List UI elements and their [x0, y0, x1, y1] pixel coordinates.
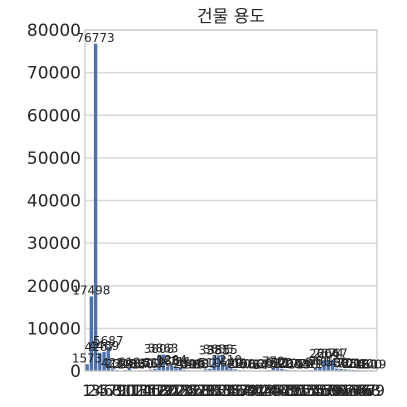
y-tick-label: 50000 — [27, 149, 81, 169]
y-tick-label: 60000 — [27, 106, 81, 126]
bar — [85, 364, 88, 371]
data-label: 17498 — [72, 283, 110, 297]
chart-title: 건물 용도 — [197, 7, 265, 27]
x-axis-ticks: 1234567891011121314151617181920212223242… — [82, 381, 385, 400]
y-tick-label: 70000 — [27, 64, 81, 84]
data-label: 119 — [363, 357, 386, 371]
y-tick-label: 30000 — [27, 234, 81, 254]
y-tick-label: 10000 — [27, 319, 81, 339]
bars — [85, 44, 376, 371]
y-axis-ticks: 0100002000030000400005000060000700008000… — [27, 21, 81, 382]
data-label: 76773 — [76, 31, 114, 45]
y-tick-label: 40000 — [27, 192, 81, 212]
y-tick-label: 80000 — [27, 21, 81, 41]
gridlines — [85, 30, 377, 371]
data-label: 5687 — [93, 334, 124, 348]
bar — [94, 44, 97, 371]
x-tick-label: 69 — [365, 381, 385, 400]
